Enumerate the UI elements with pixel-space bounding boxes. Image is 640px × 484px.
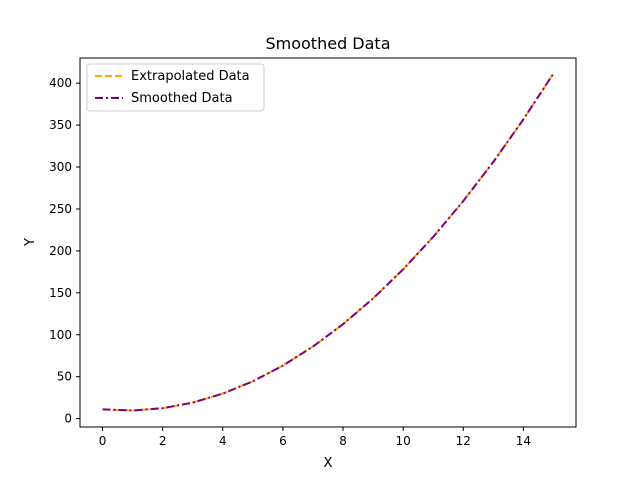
y-tick-label: 300 — [49, 160, 72, 174]
legend-label-extrapolated-data: Extrapolated Data — [131, 69, 250, 84]
plot-area — [102, 72, 555, 412]
x-tick-label: 14 — [516, 434, 531, 448]
plot-frame — [79, 57, 577, 428]
y-axis: 0 50 100 150 200 250 300 350 400 — [49, 76, 80, 426]
x-tick-label: 0 — [99, 434, 107, 448]
y-axis-label: Y — [23, 238, 38, 247]
x-tick-label: 10 — [396, 434, 411, 448]
x-axis: 0 2 4 6 8 10 12 14 — [99, 427, 531, 448]
x-axis-label: X — [324, 456, 333, 471]
y-tick-label: 200 — [49, 244, 72, 258]
y-tick-label: 400 — [49, 76, 72, 90]
x-tick-label: 8 — [339, 434, 347, 448]
chart-title: Smoothed Data — [265, 34, 390, 53]
y-tick-label: 0 — [64, 412, 72, 426]
y-tick-label: 50 — [57, 370, 72, 384]
x-tick-label: 4 — [219, 434, 227, 448]
x-tick-label: 12 — [456, 434, 471, 448]
legend: Extrapolated Data Smoothed Data — [86, 63, 265, 112]
x-tick-label: 2 — [159, 434, 167, 448]
y-tick-label: 250 — [49, 202, 72, 216]
y-tick-label: 100 — [49, 328, 72, 342]
legend-box — [86, 63, 265, 112]
series-line-smoothed-data — [102, 72, 555, 412]
legend-label-smoothed-data: Smoothed Data — [131, 91, 233, 106]
x-tick-label: 6 — [279, 434, 287, 448]
y-tick-label: 350 — [49, 118, 72, 132]
y-tick-label: 150 — [49, 286, 72, 300]
